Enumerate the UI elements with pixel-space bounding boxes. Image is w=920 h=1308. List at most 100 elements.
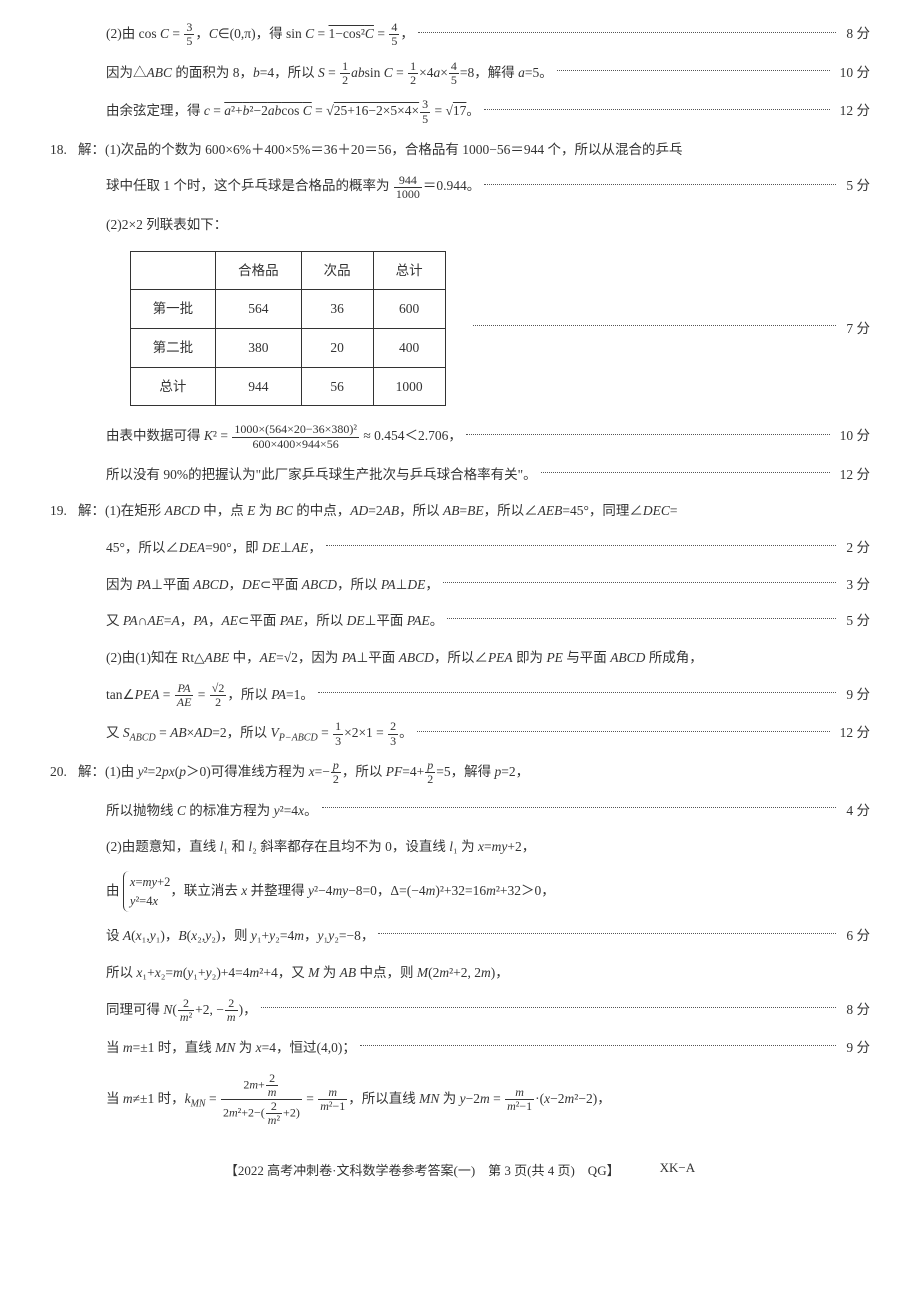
- text-line: 当 m≠±1 时，kMN = 2m+2m2m²+2−(2m²+2) = mm²−…: [50, 1072, 870, 1128]
- leader-dots: [557, 70, 830, 71]
- leader-dots: [360, 1045, 836, 1046]
- line-text: (2)由(1)知在 Rt△ABE 中，AE=√2，因为 PA⊥平面 ABCD，所…: [106, 645, 703, 671]
- table-cell: 56: [301, 367, 373, 406]
- text-line: 设 A(x₁,y₁)，B(x₂,y₂)，则 y₁+y₂=4m，y₁y₂=−8， 6…: [50, 923, 870, 949]
- table-cell: 20: [301, 328, 373, 367]
- text-line: 因为△ABC 的面积为 8，b=4，所以 S = 12absin C = 12×…: [50, 60, 870, 88]
- leader-dots: [473, 325, 836, 326]
- text-line: 所以没有 90%的把握认为"此厂家乒乓球生产批次与乒乓球合格率有关"。12 分: [50, 462, 870, 488]
- leader-dots: [378, 933, 836, 934]
- line-text: 解：(1)在矩形 ABCD 中，点 E 为 BC 的中点，AD=2AB，所以 A…: [78, 498, 678, 524]
- line-text: 由 x=my+2y²=4x，联立消去 x 并整理得 y²−4my−8=0，Δ=(…: [106, 871, 555, 913]
- table-row: 总计944561000: [130, 367, 445, 406]
- line-text: 当 m=±1 时，直线 MN 为 x=4，恒过(4,0)；: [106, 1035, 356, 1061]
- leader-dots: [466, 434, 830, 435]
- score-label: 10 分: [840, 423, 870, 449]
- line-text: 设 A(x₁,y₁)，B(x₂,y₂)，则 y₁+y₂=4m，y₁y₂=−8，: [106, 923, 374, 949]
- contingency-intro: (2)2×2 列联表如下：: [106, 212, 870, 238]
- text-line: 18.解：(1)次品的个数为 600×6%＋400×5%＝36＋20＝56，合格…: [50, 137, 870, 163]
- table-cell: 第二批: [130, 328, 216, 367]
- leader-dots: [447, 618, 836, 619]
- leader-dots: [484, 109, 830, 110]
- text-line: 又 PA∩AE=A，PA，AE⊂平面 PAE，所以 DE⊥平面 PAE。 5 分: [50, 608, 870, 634]
- text-line: 球中任取 1 个时，这个乒乓球是合格品的概率为 9441000＝0.944。 5 …: [50, 173, 870, 201]
- table-cell: 600: [373, 290, 445, 329]
- score-label: 6 分: [846, 923, 870, 949]
- score-label: 4 分: [846, 798, 870, 824]
- line-text: 又 SABCD = AB×AD=2，所以 VP−ABCD = 13×2×1 = …: [106, 720, 413, 748]
- line-text: 又 PA∩AE=A，PA，AE⊂平面 PAE，所以 DE⊥平面 PAE。: [106, 608, 443, 634]
- contingency-table: 合格品次品总计第一批56436600第二批38020400总计944561000: [130, 251, 446, 407]
- text-line: 45°，所以∠DEA=90°，即 DE⊥AE， 2 分: [50, 535, 870, 561]
- text-line: 19.解：(1)在矩形 ABCD 中，点 E 为 BC 的中点，AD=2AB，所…: [50, 498, 870, 524]
- leader-dots: [484, 184, 836, 185]
- score-label: 5 分: [846, 608, 870, 634]
- leader-dots: [443, 582, 837, 583]
- text-line: (2)由(1)知在 Rt△ABE 中，AE=√2，因为 PA⊥平面 ABCD，所…: [50, 645, 870, 671]
- table-header: 总计: [373, 251, 445, 290]
- table-cell: 1000: [373, 367, 445, 406]
- text-line: 由余弦定理，得 c = a²+b²−2abcos C = √25+16−2×5×…: [50, 98, 870, 126]
- line-text: 所以抛物线 C 的标准方程为 y²=4x。: [106, 798, 318, 824]
- table-cell: 36: [301, 290, 373, 329]
- text-line: 所以抛物线 C 的标准方程为 y²=4x。 4 分: [50, 798, 870, 824]
- leader-dots: [326, 545, 837, 546]
- text-line: 同理可得 N(2m²+2, −2m)， 8 分: [50, 997, 870, 1025]
- leader-dots: [322, 807, 837, 808]
- line-text: 所以没有 90%的把握认为"此厂家乒乓球生产批次与乒乓球合格率有关"。: [106, 462, 537, 488]
- score-label: 12 分: [840, 720, 870, 746]
- table-row: 第二批38020400: [130, 328, 445, 367]
- line-text: 同理可得 N(2m²+2, −2m)，: [106, 997, 257, 1025]
- line-text: (2)由 cos C = 35，C∈(0,π)，得 sin C = 1−cos²…: [106, 21, 414, 49]
- table-cell: 400: [373, 328, 445, 367]
- text-line: (2)由 cos C = 35，C∈(0,π)，得 sin C = 1−cos²…: [50, 21, 870, 49]
- line-text: 所以 x₁+x₂=m(y₁+y₂)+4=4m²+4，又 M 为 AB 中点，则 …: [106, 960, 509, 986]
- page-footer: 【2022 高考冲刺卷·文科数学卷参考答案(一) 第 3 页(共 4 页) QG…: [50, 1160, 870, 1179]
- line-text: 当 m≠±1 时，kMN = 2m+2m2m²+2−(2m²+2) = mm²−…: [106, 1072, 611, 1128]
- table-cell: 380: [216, 328, 302, 367]
- line-text: 解：(1)次品的个数为 600×6%＋400×5%＝36＋20＝56，合格品有 …: [78, 137, 682, 163]
- footer-code: XK−A: [660, 1160, 696, 1179]
- text-line: 由表中数据可得 K² = 1000×(564×20−36×380)²600×40…: [50, 423, 870, 451]
- score-label: 5 分: [846, 173, 870, 199]
- line-text: 由表中数据可得 K² = 1000×(564×20−36×380)²600×40…: [106, 423, 462, 451]
- text-line: (2)由题意知，直线 l₁ 和 l₂ 斜率都存在且均不为 0，设直线 l₁ 为 …: [50, 834, 870, 860]
- text-line: 当 m=±1 时，直线 MN 为 x=4，恒过(4,0)； 9 分: [50, 1035, 870, 1061]
- text-line: 又 SABCD = AB×AD=2，所以 VP−ABCD = 13×2×1 = …: [50, 720, 870, 748]
- score-label: 9 分: [846, 682, 870, 708]
- score-label: 12 分: [840, 98, 870, 124]
- leader-dots: [417, 731, 830, 732]
- table-header: [130, 251, 216, 290]
- text-line: tan∠PEA = PAAE = √22，所以 PA=1。 9 分: [50, 682, 870, 710]
- line-text: 45°，所以∠DEA=90°，即 DE⊥AE，: [106, 535, 322, 561]
- line-text: 因为 PA⊥平面 ABCD，DE⊂平面 ABCD，所以 PA⊥DE，: [106, 572, 439, 598]
- score-label: 7 分: [846, 316, 870, 342]
- line-text: 因为△ABC 的面积为 8，b=4，所以 S = 12absin C = 12×…: [106, 60, 553, 88]
- question-number: 20.: [50, 759, 78, 785]
- table-cell: 第一批: [130, 290, 216, 329]
- leader-dots: [418, 32, 837, 33]
- score-label: 9 分: [846, 1035, 870, 1061]
- score-label: 8 分: [846, 21, 870, 47]
- leader-dots: [318, 692, 836, 693]
- text-line: 20.解：(1)由 y²=2px(p＞0)可得准线方程为 x=−p2，所以 PF…: [50, 759, 870, 787]
- line-text: (2)由题意知，直线 l₁ 和 l₂ 斜率都存在且均不为 0，设直线 l₁ 为 …: [106, 834, 535, 860]
- text-line: 因为 PA⊥平面 ABCD，DE⊂平面 ABCD，所以 PA⊥DE， 3 分: [50, 572, 870, 598]
- line-text: 解：(1)由 y²=2px(p＞0)可得准线方程为 x=−p2，所以 PF=4+…: [78, 759, 529, 787]
- line-text: tan∠PEA = PAAE = √22，所以 PA=1。: [106, 682, 314, 710]
- table-header: 合格品: [216, 251, 302, 290]
- table-cell: 944: [216, 367, 302, 406]
- text-line: 所以 x₁+x₂=m(y₁+y₂)+4=4m²+4，又 M 为 AB 中点，则 …: [50, 960, 870, 986]
- table-cell: 564: [216, 290, 302, 329]
- leader-dots: [261, 1007, 837, 1008]
- footer-main: 【2022 高考冲刺卷·文科数学卷参考答案(一) 第 3 页(共 4 页) QG…: [225, 1160, 620, 1179]
- text-line: 由 x=my+2y²=4x，联立消去 x 并整理得 y²−4my−8=0，Δ=(…: [50, 871, 870, 913]
- table-cell: 总计: [130, 367, 216, 406]
- question-number: 18.: [50, 137, 78, 163]
- question-number: 19.: [50, 498, 78, 524]
- line-text: 球中任取 1 个时，这个乒乓球是合格品的概率为 9441000＝0.944。: [106, 173, 480, 201]
- score-label: 8 分: [846, 997, 870, 1023]
- line-text: 由余弦定理，得 c = a²+b²−2abcos C = √25+16−2×5×…: [106, 98, 480, 126]
- score-label: 2 分: [846, 535, 870, 561]
- score-label: 3 分: [846, 572, 870, 598]
